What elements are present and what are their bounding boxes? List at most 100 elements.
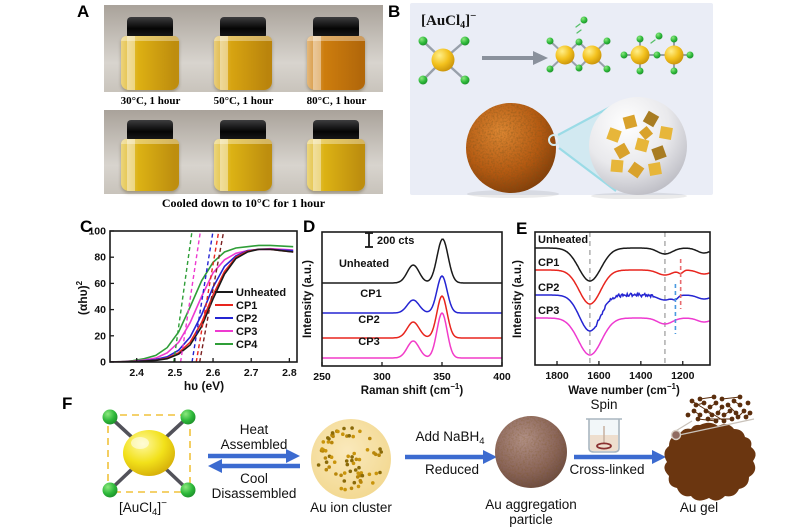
au-ion-dot bbox=[368, 436, 372, 441]
au-ion-dot bbox=[324, 467, 329, 472]
panel-a-photo-cooled-vials bbox=[104, 110, 383, 194]
trace-CP3 bbox=[322, 311, 502, 359]
au-ion-dot bbox=[350, 458, 354, 463]
network-dot bbox=[685, 412, 691, 418]
trace-CP1 bbox=[535, 269, 710, 305]
y-tick-label: 80 bbox=[94, 252, 106, 264]
panel-e-label: E bbox=[516, 219, 528, 238]
chain-dimer-complex bbox=[620, 32, 694, 75]
released-chloride bbox=[655, 32, 663, 40]
vial-glass bbox=[307, 36, 365, 90]
arrowhead bbox=[652, 450, 666, 464]
trace-label: CP2 bbox=[538, 282, 559, 294]
cluster-caption: Au ion cluster bbox=[310, 500, 392, 515]
trace-CP2 bbox=[535, 291, 710, 332]
x-tick-label: 2.8 bbox=[282, 367, 297, 379]
disassembled-label: Disassembled bbox=[212, 486, 297, 501]
particle-caption-1: Au aggregation bbox=[485, 497, 577, 512]
trace-CP1 bbox=[322, 275, 502, 314]
au-ion-dot bbox=[339, 486, 344, 491]
au-ion-dot bbox=[331, 434, 335, 439]
trace-Unheated bbox=[535, 247, 710, 282]
add-nabh4-label: Add NaBH4 bbox=[415, 429, 484, 447]
au-ion-cluster-dots bbox=[316, 426, 384, 492]
y-tick-label: 0 bbox=[100, 357, 106, 369]
panel-f-scheme: [AuCl4]− Heat Assembled Cool Disassemble… bbox=[102, 394, 756, 527]
label-80c: 80°C, 1 hour bbox=[306, 94, 367, 107]
chloride-sphere bbox=[460, 36, 470, 46]
au-ion-dot bbox=[348, 469, 353, 474]
au-ion-dot bbox=[351, 434, 356, 439]
vial-cap bbox=[313, 17, 359, 38]
cool-label: Cool bbox=[240, 471, 268, 486]
au-ion-dot bbox=[345, 462, 350, 467]
au-ion-dot bbox=[351, 461, 356, 466]
trace-label: CP2 bbox=[358, 314, 379, 326]
network-link bbox=[697, 418, 717, 422]
vial-liquid bbox=[307, 139, 365, 191]
legend-label: CP2 bbox=[236, 313, 257, 325]
gel-zoom-ring bbox=[670, 429, 682, 441]
gold-ion-sphere bbox=[630, 45, 650, 65]
tauc-extrapolation-line bbox=[173, 231, 193, 362]
au-ion-dot bbox=[342, 471, 347, 475]
network-dot bbox=[701, 400, 707, 406]
au-ion-dot bbox=[356, 471, 361, 475]
panel-c-tauc-plot: 2.4 2.5 2.6 2.7 2.8 0 20 40 60 80 100 hυ (eV) (αhυ)2… bbox=[76, 226, 298, 393]
legend-label: CP4 bbox=[236, 339, 258, 351]
spin-label: Spin bbox=[590, 397, 617, 412]
gold-ion-sphere bbox=[555, 45, 575, 65]
chloride-sphere bbox=[102, 409, 118, 425]
legend-label: CP3 bbox=[236, 326, 257, 338]
au-ion-dot bbox=[365, 448, 370, 452]
au-gel-blob bbox=[664, 422, 756, 501]
vial-30c bbox=[118, 17, 182, 90]
au-ion-dot bbox=[349, 486, 354, 491]
trace-CP2 bbox=[322, 294, 502, 339]
y-axis-label: Intensity (a.u.) bbox=[512, 260, 524, 338]
y-axis-label: (αhυ)2 bbox=[76, 280, 90, 315]
trace-CP4 bbox=[110, 244, 294, 362]
au-ion-dot bbox=[323, 449, 328, 453]
y-axis-label: Intensity (a.u.) bbox=[302, 260, 314, 338]
panel-d-raman-plot: Unheated CP1 CP2 CP3 200 cts 250 300 350 400 Rama… bbox=[302, 231, 511, 397]
vial-glass bbox=[121, 139, 179, 191]
network-dot bbox=[745, 400, 751, 406]
vial-cap bbox=[313, 120, 359, 141]
au-ion-dot bbox=[327, 465, 332, 469]
vial-liquid bbox=[121, 139, 179, 191]
panel-a-label: A bbox=[77, 2, 90, 21]
vial-cap bbox=[220, 120, 266, 141]
vial-cap bbox=[127, 17, 173, 38]
crosslink-arrow bbox=[574, 450, 666, 464]
panel-a-caption: Cooled down to 10°C for 1 hour bbox=[161, 196, 326, 210]
x-tick-label: 2.6 bbox=[206, 367, 221, 379]
au-ion-dot bbox=[329, 455, 334, 459]
legend-label: CP1 bbox=[236, 300, 257, 312]
network-dot bbox=[713, 418, 719, 424]
au-ion-dot bbox=[352, 451, 357, 456]
arrowhead bbox=[533, 51, 548, 65]
au-ion-dot bbox=[379, 450, 384, 454]
au-ion-dot bbox=[346, 454, 351, 459]
au-ion-dot bbox=[354, 457, 359, 462]
x-tick-label: 300 bbox=[373, 371, 391, 383]
arrowhead bbox=[286, 449, 300, 463]
network-dot bbox=[727, 408, 733, 414]
au-ion-dot bbox=[347, 434, 352, 438]
network-dot bbox=[711, 394, 717, 400]
chloride-sphere bbox=[102, 482, 118, 498]
x-tick-label: 1400 bbox=[629, 370, 653, 382]
au-ion-dot bbox=[360, 473, 365, 478]
au-ion-dot bbox=[358, 478, 363, 483]
au-ion-dot bbox=[344, 459, 349, 463]
x-tick-label: 250 bbox=[313, 371, 331, 383]
trace-label: CP3 bbox=[538, 305, 559, 317]
y-tick-label: 20 bbox=[94, 330, 106, 342]
y-tick-label: 60 bbox=[94, 278, 106, 290]
label-30c: 30°C, 1 hour bbox=[120, 94, 181, 107]
au-ion-dot bbox=[350, 455, 354, 459]
zoom-ring bbox=[548, 134, 560, 146]
au-ion-dot bbox=[350, 426, 354, 430]
particle-texture bbox=[466, 103, 556, 193]
